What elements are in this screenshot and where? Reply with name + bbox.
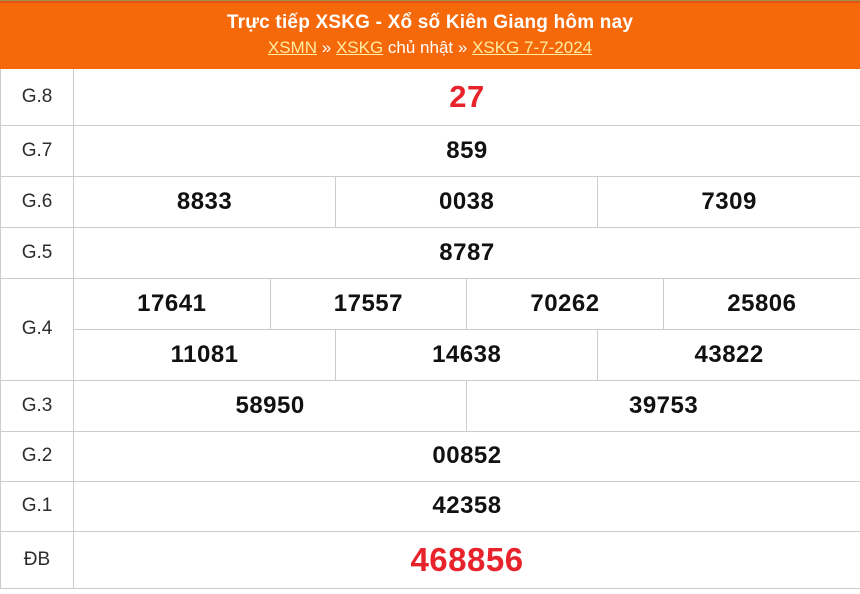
prize-value-g6-2: 0038: [335, 175, 599, 228]
prize-label-g1: G.1: [0, 480, 74, 532]
prize-label-g3: G.3: [0, 379, 74, 432]
prize-value-g2: 00852: [73, 430, 860, 482]
prize-value-g3-1: 58950: [72, 379, 468, 432]
prize-value-g4-6: 14638: [335, 328, 599, 381]
prize-value-g3-2: 39753: [466, 379, 860, 432]
prize-row-g4-line2: 11081 14638 43822: [1, 328, 860, 381]
prize-value-g6-1: 8833: [72, 175, 337, 228]
prize-value-g4-7: 43822: [597, 328, 860, 381]
prize-row-g1: G.1 42358: [0, 480, 860, 532]
prize-row-g5: G.5 8787: [0, 226, 860, 279]
prize-label-g5: G.5: [0, 226, 74, 279]
page-title: Trực tiếp XSKG - Xổ số Kiên Giang hôm na…: [226, 12, 634, 33]
prize-row-g6: G.6 8833 0038 7309: [0, 175, 860, 228]
prize-label-g7: G.7: [0, 124, 74, 177]
breadcrumb-text-weekday: chủ nhật: [387, 38, 454, 57]
prize-row-g3: G.3 58950 39753: [0, 379, 860, 432]
prize-row-g7: G.7 859: [0, 124, 860, 177]
prize-value-g4-2: 17557: [269, 277, 468, 330]
prize-row-g2: G.2 00852: [0, 430, 860, 482]
prize-value-g4-3: 70262: [466, 277, 664, 330]
results-table: G.8 27 G.7 859 G.6 8833 0038 7309 G.5 87…: [0, 69, 860, 589]
breadcrumb: XSMN » XSKG chủ nhật » XSKG 7-7-2024: [0, 37, 860, 59]
breadcrumb-link-xsmn[interactable]: XSMN: [267, 38, 317, 57]
prize-value-g8: 27: [73, 69, 860, 126]
prize-label-g2: G.2: [0, 430, 74, 482]
prize-value-g4-5: 11081: [72, 328, 337, 381]
prize-row-g4-line1: G.4 17641 17557 70262 25806: [0, 277, 860, 381]
prize-value-g1: 42358: [73, 480, 860, 532]
prize-value-g7: 859: [73, 124, 860, 177]
prize-value-g6-3: 7309: [597, 175, 860, 228]
prize-label-g6: G.6: [0, 175, 74, 228]
breadcrumb-separator: »: [321, 38, 332, 57]
prize-value-g5: 8787: [73, 226, 860, 279]
page-header: Trực tiếp XSKG - Xổ số Kiên Giang hôm na…: [0, 0, 860, 69]
breadcrumb-link-date[interactable]: XSKG 7-7-2024: [472, 38, 593, 57]
prize-value-g4-1: 17641: [73, 277, 271, 330]
prize-row-g8: G.8 27: [0, 69, 860, 126]
prize-row-db: ĐB 468856: [0, 530, 860, 589]
prize-label-g4: G.4: [0, 277, 74, 381]
prize-value-g4-4: 25806: [662, 277, 860, 330]
prize-label-g8: G.8: [0, 69, 74, 126]
prize-label-db: ĐB: [0, 530, 74, 589]
breadcrumb-link-xskg[interactable]: XSKG: [335, 38, 384, 57]
breadcrumb-separator: »: [457, 38, 468, 57]
prize-value-db: 468856: [73, 530, 860, 589]
